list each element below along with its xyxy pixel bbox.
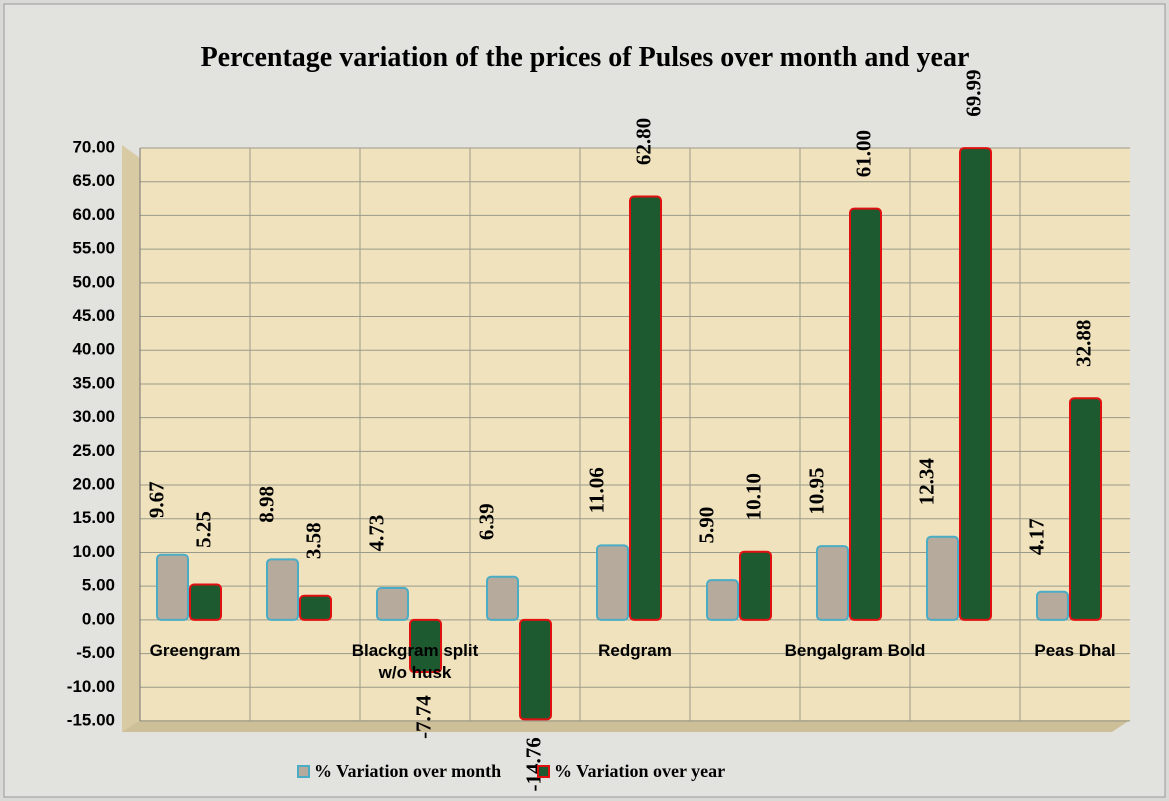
value-label: 62.80: [631, 118, 655, 165]
bar: [409, 618, 442, 674]
floor: [122, 720, 1130, 732]
x-tick-label: Greengram: [149, 640, 241, 660]
y-tick-label: 5.00: [82, 576, 115, 595]
value-label: -14.76: [521, 737, 545, 791]
bar: [486, 575, 519, 621]
value-label: 5.25: [191, 511, 215, 548]
legend-label: % Variation over year: [554, 761, 725, 781]
bar: [596, 544, 629, 621]
legend-swatch: [537, 765, 550, 778]
value-label: 10.95: [804, 467, 828, 514]
x-tick-label: Blackgram split w/o husk: [351, 640, 479, 682]
y-tick-label: 40.00: [72, 340, 115, 359]
y-tick-label: 0.00: [82, 609, 115, 628]
bar: [926, 535, 959, 621]
chart-title: Percentage variation of the prices of Pu…: [200, 42, 970, 73]
value-label: 8.98: [254, 486, 278, 523]
y-tick-label: 35.00: [72, 373, 115, 392]
bar: [739, 550, 772, 621]
y-tick-label: 50.00: [72, 272, 115, 291]
value-label: 4.17: [1024, 518, 1048, 555]
y-tick-label: 15.00: [72, 508, 115, 527]
legend-label: % Variation over month: [314, 761, 501, 781]
y-tick-label: 55.00: [72, 239, 115, 258]
x-tick-label: Redgram: [598, 640, 672, 660]
value-label: 61.00: [851, 130, 875, 177]
bar: [519, 618, 552, 721]
value-label: 9.67: [144, 481, 168, 518]
bar: [959, 147, 992, 621]
y-tick-label: -5.00: [76, 643, 115, 662]
value-label: -7.74: [411, 695, 435, 739]
value-label: 11.06: [584, 467, 608, 513]
bar: [706, 579, 739, 621]
bar: [376, 586, 409, 621]
value-label: 69.99: [961, 69, 985, 116]
y-tick-label: 60.00: [72, 205, 115, 224]
y-tick-label: -15.00: [67, 710, 115, 729]
value-label: 3.58: [301, 522, 325, 559]
bar: [1069, 397, 1102, 621]
y-tick-label: -10.00: [67, 677, 115, 696]
bar: [189, 583, 222, 621]
bar: [156, 553, 189, 621]
value-label: 12.34: [914, 458, 938, 506]
y-tick-label: 65.00: [72, 171, 115, 190]
bar: [849, 207, 882, 621]
value-label: 4.73: [364, 515, 388, 552]
x-tick-label: Peas Dhal: [1034, 640, 1116, 660]
y-tick-label: 30.00: [72, 407, 115, 426]
value-label: 32.88: [1071, 320, 1095, 367]
bar: [629, 195, 662, 621]
bar: [266, 558, 299, 621]
y-tick-label: 70.00: [72, 137, 115, 156]
value-label: 10.10: [741, 473, 765, 520]
y-tick-label: 45.00: [72, 306, 115, 325]
x-tick-label: Bengalgram Bold: [784, 640, 926, 660]
value-label: 5.90: [694, 507, 718, 544]
side-wall: [122, 145, 140, 732]
y-tick-label: 25.00: [72, 441, 115, 460]
legend-swatch: [297, 765, 310, 778]
bar: [299, 594, 332, 621]
y-tick-label: 20.00: [72, 475, 115, 494]
bar: [1036, 590, 1069, 621]
value-label: 6.39: [474, 503, 498, 540]
bar: [816, 545, 849, 621]
y-tick-label: 10.00: [72, 542, 115, 561]
